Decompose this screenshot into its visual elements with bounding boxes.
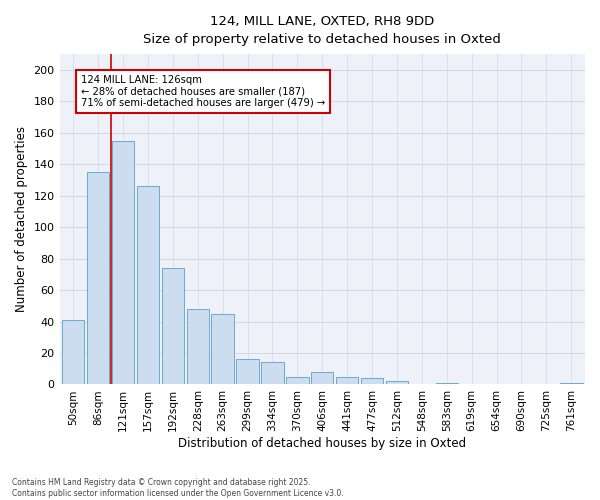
Bar: [386, 382, 408, 384]
Bar: [211, 314, 234, 384]
Bar: [311, 372, 334, 384]
Bar: [137, 186, 159, 384]
Bar: [436, 383, 458, 384]
Y-axis label: Number of detached properties: Number of detached properties: [15, 126, 28, 312]
Bar: [236, 360, 259, 384]
Bar: [187, 309, 209, 384]
Text: Contains HM Land Registry data © Crown copyright and database right 2025.
Contai: Contains HM Land Registry data © Crown c…: [12, 478, 344, 498]
Bar: [560, 383, 583, 384]
Bar: [112, 140, 134, 384]
Bar: [87, 172, 109, 384]
Bar: [336, 376, 358, 384]
Text: 124 MILL LANE: 126sqm
← 28% of detached houses are smaller (187)
71% of semi-det: 124 MILL LANE: 126sqm ← 28% of detached …: [81, 74, 325, 108]
Title: 124, MILL LANE, OXTED, RH8 9DD
Size of property relative to detached houses in O: 124, MILL LANE, OXTED, RH8 9DD Size of p…: [143, 15, 501, 46]
Bar: [261, 362, 284, 384]
X-axis label: Distribution of detached houses by size in Oxted: Distribution of detached houses by size …: [178, 437, 466, 450]
Bar: [361, 378, 383, 384]
Bar: [62, 320, 85, 384]
Bar: [161, 268, 184, 384]
Bar: [286, 376, 308, 384]
